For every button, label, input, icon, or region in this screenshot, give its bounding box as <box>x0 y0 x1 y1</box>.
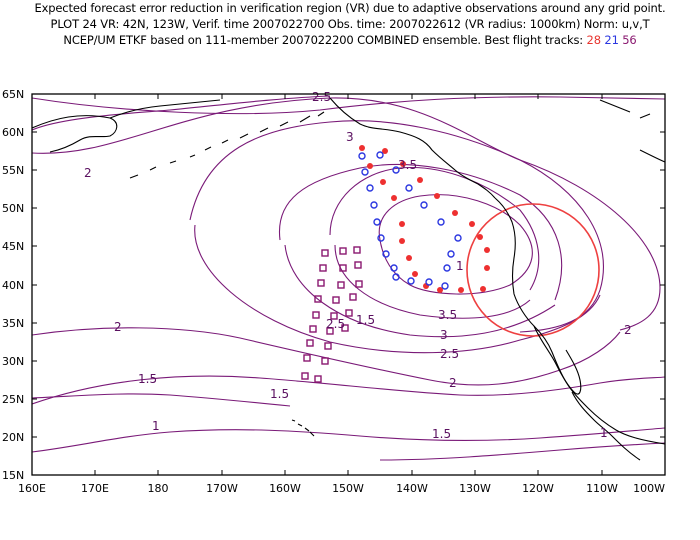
contour-label: 3.5 <box>398 158 417 172</box>
lat-label: 65N <box>2 88 24 101</box>
red-flight-track <box>359 145 490 293</box>
contour-2p5-south <box>194 224 601 354</box>
axis-ticks <box>32 93 665 475</box>
contour-3p5-outer <box>329 166 540 291</box>
contour-3-south <box>284 244 556 338</box>
contour-label: 3 <box>346 130 354 144</box>
contour-label: 3.5 <box>438 308 457 322</box>
lon-label: 120W <box>522 482 554 495</box>
contour-lines <box>32 95 665 461</box>
contour-label: 2.5 <box>312 90 331 104</box>
contour-label: 2.5 <box>440 347 459 361</box>
contour-label: 1.5 <box>270 387 289 401</box>
lon-label: 140W <box>396 482 428 495</box>
contour-1p5-mid <box>32 375 665 405</box>
coast-alaska <box>32 99 221 153</box>
coast-gulf-alaska <box>329 97 496 199</box>
contour-label: 2 <box>84 166 92 180</box>
coast-mexico-west <box>571 391 641 461</box>
track-label-blue: 21 <box>604 33 619 47</box>
blue-flight-track <box>358 151 462 290</box>
lat-label: 20N <box>2 431 24 444</box>
contour-label: 2 <box>624 323 632 337</box>
contour-label: 1.5 <box>356 313 375 327</box>
lon-label: 150W <box>332 482 364 495</box>
contour-label: 1.5 <box>138 372 157 386</box>
coast-aleutians <box>129 111 325 179</box>
lat-label: 60N <box>2 126 24 139</box>
contour-1-far-south <box>379 442 665 461</box>
contour-label: 3 <box>440 328 448 342</box>
title-line-1: Expected forecast error reduction in ver… <box>34 1 666 15</box>
contour-label: 1 <box>600 426 608 440</box>
lat-label: 40N <box>2 279 24 292</box>
contour-1p5-south <box>32 393 291 407</box>
lat-label: 30N <box>2 355 24 368</box>
contour-1p5-north <box>32 95 331 131</box>
contour-2-outer <box>32 97 661 331</box>
title-line-3-text: NCEP/UM ETKF based on 111-member 2007022… <box>63 33 584 47</box>
lat-label: 45N <box>2 240 24 253</box>
contour-label: 1.5 <box>432 427 451 441</box>
verification-region-circle <box>466 203 600 337</box>
lon-label: 180 <box>148 482 169 495</box>
coast-interior-east <box>599 99 665 163</box>
lon-label: 170W <box>206 482 238 495</box>
coastlines <box>32 97 665 461</box>
lat-label: 50N <box>2 202 24 215</box>
title-line-2: PLOT 24 VR: 42N, 123W, Verif. time 20070… <box>50 17 650 31</box>
lon-label: 170E <box>81 482 109 495</box>
purple-flight-track <box>301 246 363 383</box>
contour-1-south <box>32 427 665 453</box>
coast-hawaii <box>291 419 315 437</box>
lon-label: 160W <box>269 482 301 495</box>
contour-labels: 2.5 3 3.5 2 3.5 3 2.5 2 2 2 1.5 1.5 1.5 … <box>84 90 632 441</box>
map-frame <box>31 93 666 476</box>
coast-pacific-nw <box>494 197 665 445</box>
map-title: Expected forecast error reduction in ver… <box>0 0 700 48</box>
contour-3p5-inner <box>378 194 533 295</box>
lon-label: 160E <box>18 482 46 495</box>
lat-label: 35N <box>2 317 24 330</box>
track-label-purple: 56 <box>622 33 637 47</box>
contour-3-outer <box>278 163 563 301</box>
title-line-3: NCEP/UM ETKF based on 111-member 2007022… <box>0 32 700 48</box>
longitude-labels: 160E 170E 180 170W 160W 150W 140W 130W 1… <box>18 482 665 495</box>
track-label-red: 28 <box>586 33 601 47</box>
contour-label: 2.5 <box>326 317 345 331</box>
lon-label: 100W <box>633 482 665 495</box>
latitude-labels: 65N 60N 55N 50N 45N 40N 35N 30N 25N 20N … <box>2 88 24 482</box>
coast-baja <box>533 325 582 395</box>
lat-label: 15N <box>2 469 24 482</box>
contour-1-north <box>32 96 665 115</box>
lon-label: 110W <box>586 482 618 495</box>
contour-3p5-south <box>334 244 531 319</box>
lat-label: 25N <box>2 393 24 406</box>
contour-label: 1 <box>456 259 464 273</box>
lon-label: 130W <box>459 482 491 495</box>
contour-2-south <box>32 327 621 386</box>
contour-label: 1 <box>152 419 160 433</box>
lat-label: 55N <box>2 164 24 177</box>
contour-label: 2 <box>449 376 457 390</box>
contour-label: 2 <box>114 320 122 334</box>
contour-2p5-outer <box>189 120 604 333</box>
